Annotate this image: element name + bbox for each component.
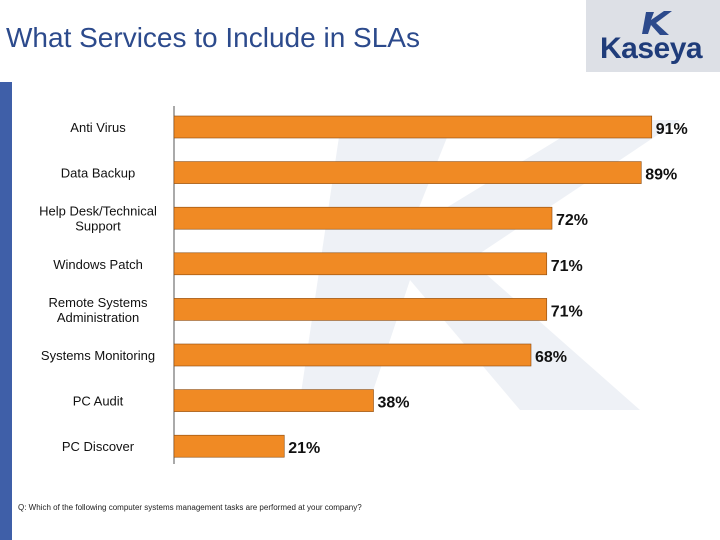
category-label-1: Data Backup [61,166,135,181]
kaseya-logo-icon [642,11,672,35]
data-label-1: 89% [645,167,677,184]
logo: Kaseya [586,0,720,72]
kaseya-watermark-icon [300,120,680,410]
category-label-5: Systems Monitoring [41,348,155,363]
category-label-3: Windows Patch [53,257,143,272]
data-label-7: 21% [288,440,320,457]
slide-title: What Services to Include in SLAs [6,22,420,53]
data-label-5: 68% [535,349,567,366]
bar-4 [173,298,548,321]
bar-chart: Anti Virus 91% Data Backup 89% Help Desk/Tec… [39,106,688,464]
logo-text: Kaseya [600,32,703,65]
slide-frame-left [0,82,12,540]
category-label-6: PC Audit [73,394,124,409]
bar-5 [173,343,532,367]
bar-6 [173,389,374,412]
bar-3 [173,252,548,276]
bar-1 [173,161,642,184]
survey-question-footnote: Q: Which of the following computer syste… [18,503,362,512]
data-label-4: 71% [551,303,583,320]
bar-2 [173,206,553,230]
category-label-2: Help Desk/Technical Support [39,204,157,234]
bar-0 [173,115,653,139]
data-label-3: 71% [551,258,583,275]
category-label-0: Anti Virus [70,120,126,135]
category-label-7: PC Discover [62,439,135,454]
category-label-4: Remote Systems Administration [49,295,148,325]
data-label-2: 72% [556,212,588,229]
bar-7 [173,434,285,458]
data-label-6: 38% [378,395,410,412]
data-label-0: 91% [656,121,688,138]
